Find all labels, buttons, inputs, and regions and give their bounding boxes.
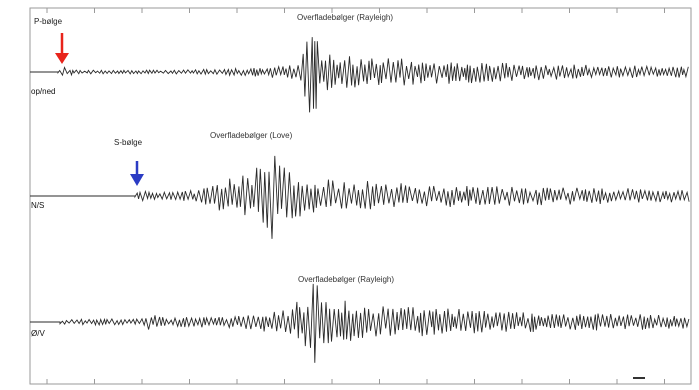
surface-wave-rayleigh-bottom-label: Overfladebølger (Rayleigh)	[298, 275, 395, 284]
time-axis-ticks	[46, 8, 665, 384]
p-wave-label: P-bølge	[34, 17, 63, 26]
surface-wave-rayleigh-top-label: Overfladebølger (Rayleigh)	[297, 13, 394, 22]
trace-vertical	[30, 37, 689, 113]
p-wave-arrow	[55, 33, 69, 64]
s-wave-arrow	[130, 161, 144, 186]
channel-label-east-west: Ø/V	[31, 329, 45, 338]
surface-wave-love-label: Overfladebølger (Love)	[210, 131, 293, 140]
trace-east-west	[30, 283, 690, 363]
trace-north-south	[30, 155, 690, 239]
channel-label-vertical: op/ned	[31, 87, 56, 96]
scale-bar	[633, 377, 645, 379]
s-wave-label: S-bølge	[114, 138, 143, 147]
channel-label-north-south: N/S	[31, 201, 45, 210]
